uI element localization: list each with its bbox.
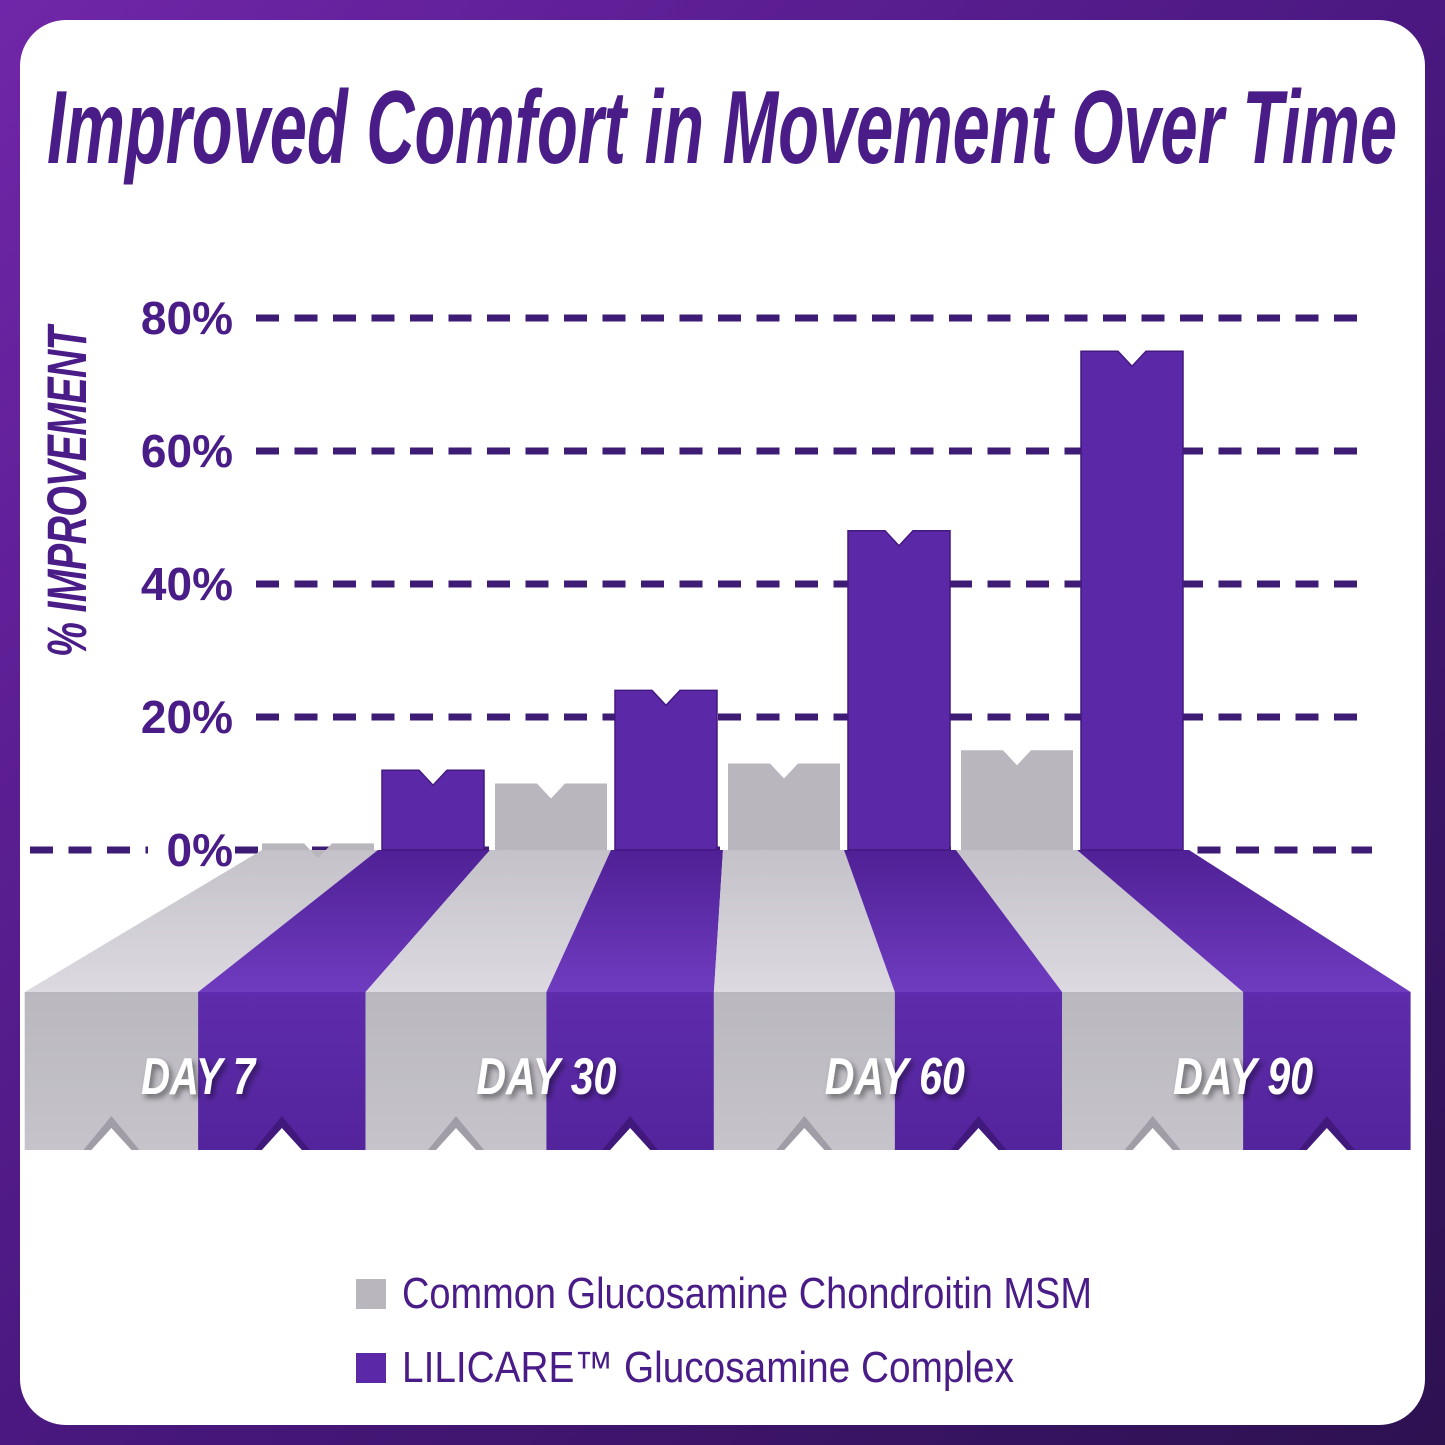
- x-axis-label-day-60: DAY 60: [825, 1048, 965, 1106]
- bar-lilicare-day-60: [847, 530, 951, 851]
- plot-area: 0% 20% 40% 60% 80% DAY 7 DAY 30 DAY 60 DAY 90 Com…: [24, 292, 1411, 1392]
- ribbon-notch-common-day-7: [91, 1128, 132, 1150]
- bar-lilicare-day-30: [614, 689, 718, 851]
- legend-label-lilicare: LILICARE™ Glucosamine Complex: [402, 1343, 1014, 1392]
- ribbon-slope-common-day-90: [956, 850, 1244, 992]
- ribbon-notch-common-day-90: [1132, 1128, 1173, 1150]
- y-tick-80: 80%: [141, 292, 233, 344]
- bar-common-day-90: [961, 750, 1073, 850]
- ribbon-notch-lilicare-day-30: [610, 1128, 651, 1150]
- ribbon-slope-lilicare-day-7: [198, 850, 490, 992]
- ribbon-notch-lilicare-day-7: [261, 1128, 302, 1150]
- y-tick-40: 40%: [141, 558, 233, 610]
- ribbon-slope-lilicare-day-30: [546, 850, 723, 992]
- y-axis-title: % IMPROVEMENT: [35, 323, 98, 657]
- ribbon-notch-common-day-30: [436, 1128, 476, 1150]
- ribbon-slope-common-day-7: [24, 850, 378, 992]
- bar-common-day-30: [495, 783, 607, 850]
- legend-label-common: Common Glucosamine Chondroitin MSM: [402, 1269, 1092, 1318]
- ribbon-slope-common-day-60: [713, 850, 895, 992]
- legend-swatch-common: [356, 1279, 386, 1309]
- ribbon-notch-lilicare-day-60: [958, 1128, 999, 1150]
- x-axis-label-day-90: DAY 90: [1173, 1048, 1313, 1106]
- x-axis-label-day-30: DAY 30: [476, 1048, 616, 1106]
- bar-lilicare-day-90: [1080, 350, 1184, 851]
- ribbon-notch-lilicare-day-90: [1306, 1128, 1347, 1150]
- bar-common-day-7: [262, 843, 374, 859]
- y-tick-20: 20%: [141, 691, 233, 743]
- bar-common-day-60: [728, 763, 840, 850]
- ribbon-slope-lilicare-day-90: [1077, 850, 1411, 992]
- chart-title: Improved Comfort in Movement Over Time: [47, 70, 1397, 186]
- bar-lilicare-day-7: [381, 769, 485, 851]
- ribbon-notch-common-day-60: [784, 1128, 825, 1150]
- y-tick-0: 0%: [167, 824, 233, 876]
- y-tick-60: 60%: [141, 425, 233, 477]
- ribbon-slope-lilicare-day-60: [844, 850, 1063, 992]
- x-axis-label-day-7: DAY 7: [141, 1048, 257, 1106]
- legend-swatch-lilicare: [356, 1353, 386, 1383]
- ribbon-slope-common-day-30: [365, 850, 611, 992]
